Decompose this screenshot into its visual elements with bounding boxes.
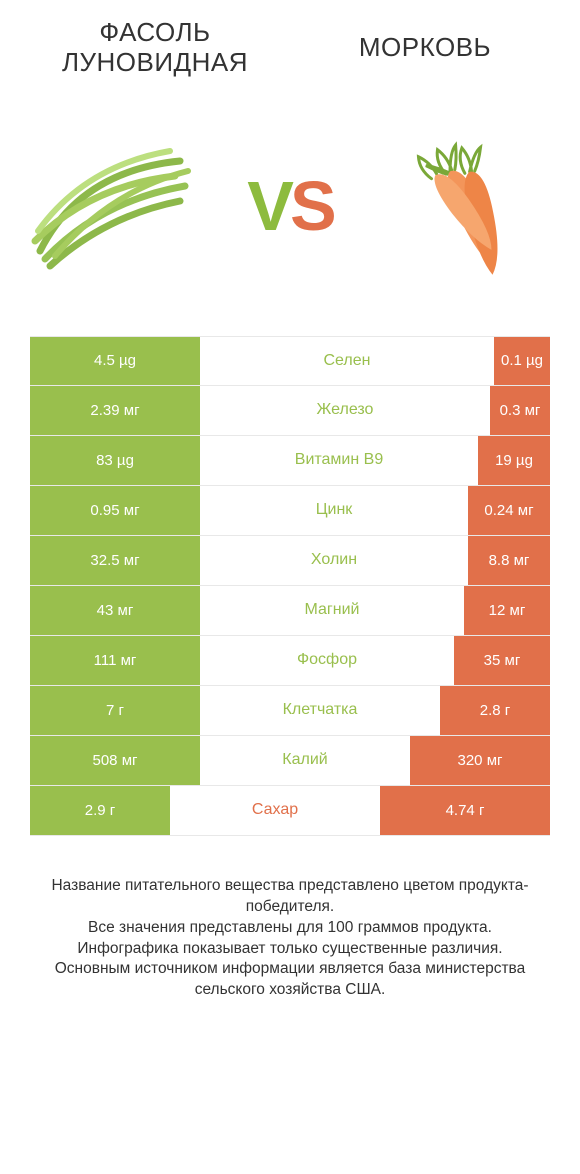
left-value-bar: 83 µg [30,436,200,485]
right-value-bar: 2.8 г [440,686,550,735]
nutrient-label: Железо [200,386,490,435]
left-value-bar: 43 мг [30,586,200,635]
left-value-bar: 32.5 мг [30,536,200,585]
left-value-bar: 508 мг [30,736,200,785]
nutrient-label: Магний [200,586,464,635]
footer-line: Название питательного вещества представл… [30,876,550,918]
footer-notes: Название питательного вещества представл… [0,836,580,1022]
right-value-bar: 0.1 µg [494,337,550,385]
table-row: 83 µgВитамин B919 µg [30,436,550,486]
table-row: 2.39 мгЖелезо0.3 мг [30,386,550,436]
comparison-table: 4.5 µgСелен0.1 µg2.39 мгЖелезо0.3 мг83 µ… [0,336,580,836]
right-value-bar: 35 мг [454,636,550,685]
left-value-bar: 111 мг [30,636,200,685]
nutrient-label: Клетчатка [200,686,440,735]
beans-image [20,126,200,286]
image-row: VS [0,86,580,336]
right-value-bar: 12 мг [464,586,550,635]
nutrient-label: Селен [200,337,494,385]
table-row: 508 мгКалий320 мг [30,736,550,786]
left-value-bar: 0.95 мг [30,486,200,535]
table-row: 111 мгФосфор35 мг [30,636,550,686]
right-value-bar: 19 µg [478,436,550,485]
table-row: 2.9 гСахар4.74 г [30,786,550,836]
table-row: 32.5 мгХолин8.8 мг [30,536,550,586]
right-value-bar: 0.24 мг [468,486,550,535]
footer-line: Инфографика показывает только существенн… [30,939,550,960]
table-row: 7 гКлетчатка2.8 г [30,686,550,736]
infographic-container: Фасоль луновидная Морковь VS [0,0,580,1174]
left-value-bar: 2.9 г [30,786,170,835]
carrots-image [380,126,560,286]
nutrient-label: Холин [200,536,468,585]
nutrient-label: Калий [200,736,410,785]
nutrient-label: Сахар [170,786,380,835]
left-value-bar: 2.39 мг [30,386,200,435]
left-value-bar: 4.5 µg [30,337,200,385]
nutrient-label: Цинк [200,486,468,535]
vs-label: VS [247,166,332,246]
left-value-bar: 7 г [30,686,200,735]
table-row: 0.95 мгЦинк0.24 мг [30,486,550,536]
right-value-bar: 8.8 мг [468,536,550,585]
vs-letter-s: S [290,166,333,246]
table-row: 43 мгМагний12 мг [30,586,550,636]
right-value-bar: 4.74 г [380,786,550,835]
beans-icon [20,131,200,281]
right-value-bar: 0.3 мг [490,386,550,435]
footer-line: Основным источником информации является … [30,959,550,1001]
header-left: Фасоль луновидная [20,18,290,78]
nutrient-label: Витамин B9 [200,436,478,485]
nutrient-label: Фосфор [200,636,454,685]
vs-letter-v: V [247,166,290,246]
right-value-bar: 320 мг [410,736,550,785]
carrots-icon [380,131,560,281]
header: Фасоль луновидная Морковь [0,0,580,86]
header-right: Морковь [290,18,560,78]
footer-line: Все значения представлены для 100 граммо… [30,918,550,939]
table-row: 4.5 µgСелен0.1 µg [30,336,550,386]
